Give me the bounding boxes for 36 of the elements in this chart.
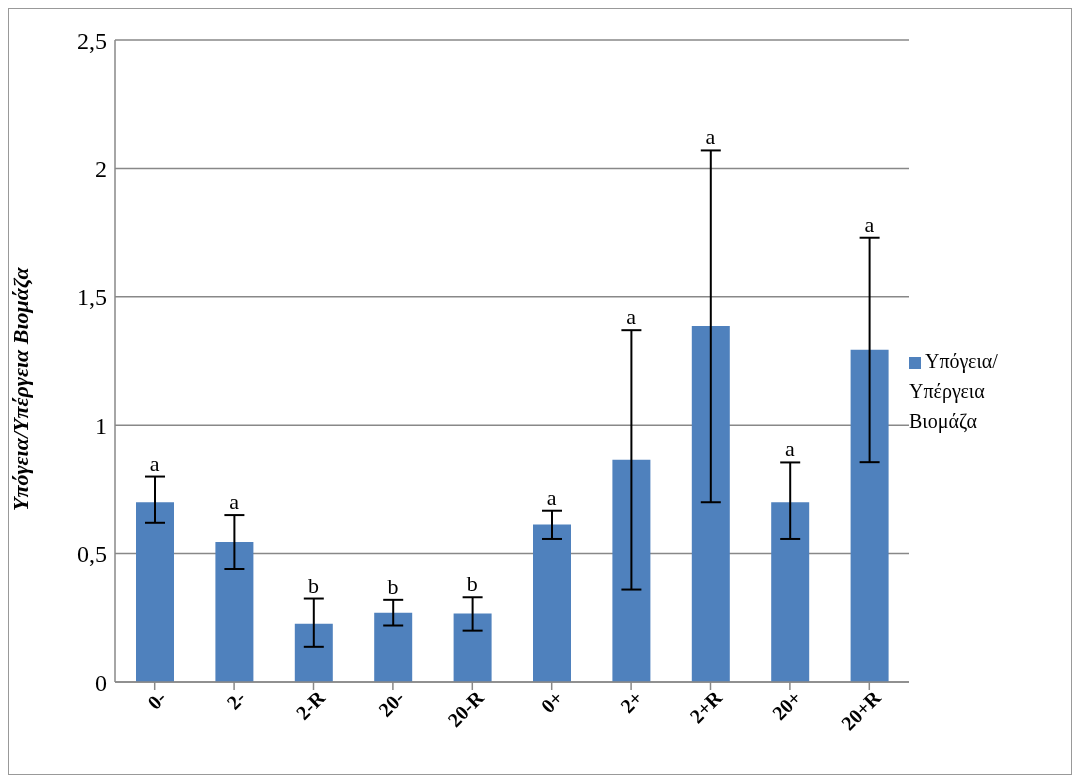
y-tick-label: 1,5 [77,284,107,311]
annotation: b [308,572,319,598]
annotation: a [864,211,875,237]
annotation: a [229,489,240,515]
x-tick-label: 0+ [536,686,568,718]
y-tick-label: 0,5 [77,541,107,568]
x-tick-label: 2-R [291,685,330,724]
annotation: a [785,436,796,462]
y-tick-label: 0 [95,669,107,696]
annotation: b [466,571,478,597]
bar [850,349,889,682]
bar [374,612,413,682]
bar [215,542,254,682]
y-tick-label: 1 [95,412,107,439]
bar [453,613,492,682]
x-tick-label: 2+ [615,686,647,718]
legend-label: Υπόγεια/Υπέργεια Βιομάζα [909,349,998,432]
bar [612,459,651,682]
x-tick-label: 20- [374,686,409,721]
annotation: a [705,124,716,150]
y-tick-label: 2 [95,155,107,182]
y-axis-title: Υπόγεια/Υπέργεια Βιομάζα [7,266,33,511]
x-tick-label: 0- [142,686,171,714]
annotation: b [387,573,399,599]
annotation: a [626,304,637,330]
annotation: a [546,484,557,510]
bar [533,524,571,682]
bar [691,326,730,682]
y-tick-label: 2,5 [77,27,107,54]
bar [771,502,810,682]
x-tick-label: 2+R [685,685,727,728]
annotation: a [149,450,160,476]
x-tick-label: 20+ [767,686,806,725]
bar [294,623,333,682]
bar [136,502,174,682]
x-tick-label: 2- [222,686,250,714]
